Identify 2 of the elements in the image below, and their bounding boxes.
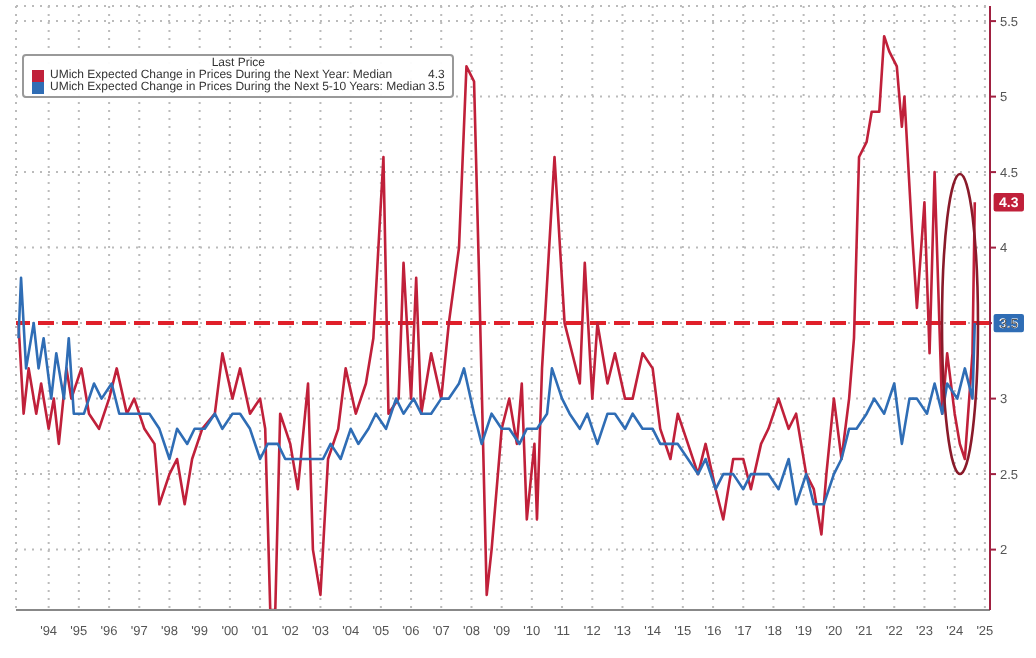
line-series bbox=[17, 276, 977, 506]
line-series bbox=[17, 34, 977, 610]
